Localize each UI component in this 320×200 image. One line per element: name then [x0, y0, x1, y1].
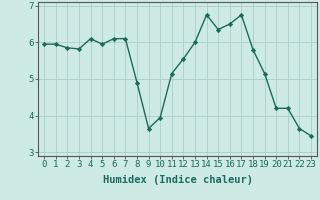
X-axis label: Humidex (Indice chaleur): Humidex (Indice chaleur): [103, 175, 252, 185]
